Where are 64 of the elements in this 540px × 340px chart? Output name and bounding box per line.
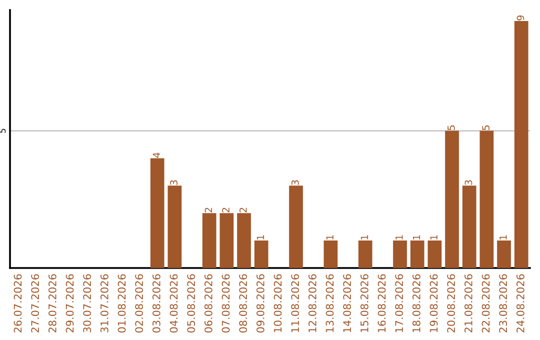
data-label: 4 [152,152,160,158]
x-tick-label: 27.07.2026 [31,274,40,332]
x-tick-label: 22.08.2026 [482,274,490,332]
x-tick-label: 14.08.2026 [343,274,352,332]
x-tick-label: 26.07.2026 [14,274,22,332]
bar [168,186,182,268]
bar [462,186,476,268]
x-tick-label: 11.08.2026 [291,274,300,332]
bar [202,213,216,268]
x-tick-label: 30.07.2026 [83,274,92,332]
data-label: 5 [482,125,490,130]
x-tick-label: 19.08.2026 [430,274,438,332]
x-tick-label: 04.08.2026 [170,274,178,333]
x-tick-label: 20.08.2026 [447,274,456,332]
bar [428,240,442,268]
data-label: 3 [170,180,178,185]
x-tick-label: 13.08.2026 [326,274,334,332]
data-label: 2 [239,208,247,212]
bar [445,130,459,268]
data-label: 1 [360,235,368,240]
bar [358,240,372,268]
x-tick-label: 28.07.2026 [48,274,56,332]
x-tick-label: 07.08.2026 [222,274,230,333]
x-tick-label: 16.08.2026 [378,274,386,332]
data-label: 1 [256,235,264,240]
data-label: 1 [396,235,403,240]
x-tick-label: 06.08.2026 [204,274,212,333]
bar [480,130,494,268]
bar [289,186,303,268]
bar [393,240,407,268]
x-tick-label: 09.08.2026 [256,274,264,333]
data-label: 5 [448,125,455,130]
x-tick-label: 01.08.2026 [118,274,126,333]
x-tick-label: 12.08.2026 [308,274,316,332]
x-tick-label: 21.08.2026 [464,274,472,332]
data-label: 2 [204,208,212,212]
data-label: 1 [500,235,507,240]
x-tick-label: 15.08.2026 [360,274,368,332]
bar [497,240,511,268]
x-tick-label: 02.08.2026 [135,274,144,333]
bar [237,213,251,268]
x-tick-label: 03.08.2026 [152,274,160,333]
x-tick-label: 23.08.2026 [499,274,508,332]
data-label: 2 [222,208,230,212]
x-tick-label: 18.08.2026 [412,274,420,332]
x-tick-label: 31.07.2026 [100,274,108,332]
x-tick-label: 08.08.2026 [239,274,248,333]
x-tick-label: 10.08.2026 [274,274,282,332]
data-label: 1 [326,235,334,240]
data-label: 3 [291,180,299,185]
data-label: 1 [412,235,420,240]
data-label: 9 [516,15,524,20]
bar [220,213,234,268]
x-tick-label: 29.07.2026 [66,274,74,332]
data-label: 3 [464,180,472,185]
x-tick-label: 24.08.2026 [516,274,524,332]
bar [410,240,424,268]
bar [514,20,528,268]
x-tick-label: 17.08.2026 [395,274,404,332]
bar [150,158,164,268]
bar [324,240,338,268]
x-tick-label: 05.08.2026 [187,274,196,333]
data-label: 1 [430,235,438,240]
bar [254,240,268,268]
